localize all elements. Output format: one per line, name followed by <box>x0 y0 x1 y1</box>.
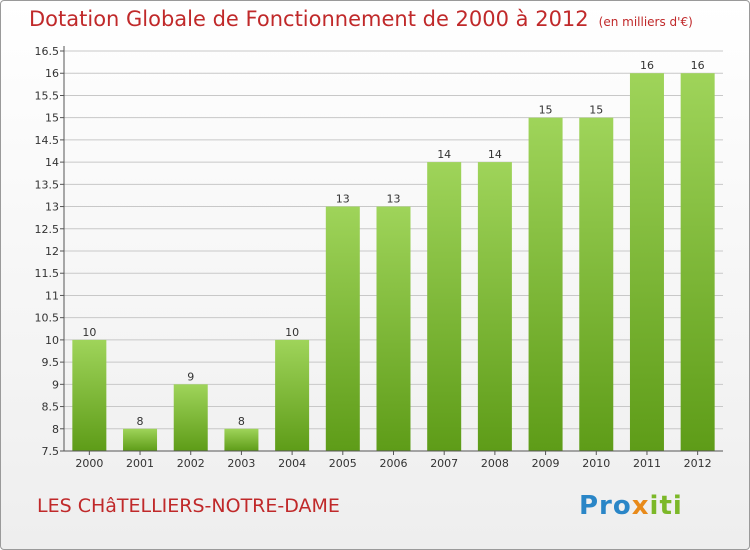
x-tick-label: 2008 <box>481 457 509 470</box>
bar-2010 <box>579 117 614 452</box>
data-label: 9 <box>187 370 194 383</box>
bar-2002 <box>173 384 208 451</box>
bar-2007 <box>427 162 462 451</box>
data-label: 14 <box>437 148 451 161</box>
bar-2000 <box>72 339 107 451</box>
bar-2001 <box>123 428 158 451</box>
bar-2004 <box>275 339 310 451</box>
bar-2005 <box>325 206 360 451</box>
data-label: 15 <box>539 104 553 117</box>
data-label: 8 <box>137 415 144 428</box>
data-label: 10 <box>285 326 299 339</box>
y-tick-label: 9.5 <box>42 356 60 369</box>
y-tick-label: 13.5 <box>35 178 60 191</box>
y-tick-label: 7.5 <box>42 445 60 458</box>
y-tick-label: 12.5 <box>35 223 60 236</box>
bar-2008 <box>477 162 512 451</box>
data-label: 16 <box>640 59 654 72</box>
y-tick-label: 14.5 <box>35 134 60 147</box>
proxiti-logo: Proxiti <box>579 491 683 521</box>
y-tick-label: 14 <box>45 156 59 169</box>
x-tick-label: 2012 <box>684 457 712 470</box>
y-tick-label: 9 <box>52 378 59 391</box>
data-label: 16 <box>691 59 705 72</box>
x-tick-label: 2000 <box>75 457 103 470</box>
x-tick-label: 2001 <box>126 457 154 470</box>
y-tick-label: 15 <box>45 112 59 125</box>
bar-2011 <box>629 73 664 451</box>
y-tick-label: 8 <box>52 423 59 436</box>
chart-subtitle: (en milliers d'€) <box>598 15 693 29</box>
y-tick-label: 11.5 <box>35 267 60 280</box>
x-tick-label: 2010 <box>582 457 610 470</box>
data-label: 10 <box>82 326 96 339</box>
bar-2006 <box>376 206 411 451</box>
bar-2009 <box>528 117 563 452</box>
x-tick-label: 2004 <box>278 457 306 470</box>
data-label: 13 <box>387 193 401 206</box>
bar-2012 <box>680 73 715 451</box>
x-tick-label: 2009 <box>532 457 560 470</box>
data-label: 13 <box>336 193 350 206</box>
y-tick-label: 15.5 <box>35 89 60 102</box>
x-tick-label: 2006 <box>380 457 408 470</box>
y-tick-label: 12 <box>45 245 59 258</box>
y-tick-label: 11 <box>45 289 59 302</box>
x-tick-label: 2005 <box>329 457 357 470</box>
y-tick-label: 13 <box>45 201 59 214</box>
data-label: 8 <box>238 415 245 428</box>
x-tick-label: 2007 <box>430 457 458 470</box>
x-tick-label: 2011 <box>633 457 661 470</box>
data-label: 14 <box>488 148 502 161</box>
bar-chart: 10 8 9 8 10 13 13 14 14 15 15 16 16 7.5 8 8.5 9 9.5 10 10.… <box>35 45 723 470</box>
chart-title: Dotation Globale de Fonctionnement de 20… <box>29 7 693 31</box>
y-tick-label: 16.5 <box>35 45 60 58</box>
data-label: 15 <box>589 104 603 117</box>
y-tick-label: 16 <box>45 67 59 80</box>
x-tick-label: 2003 <box>227 457 255 470</box>
y-tick-label: 10.5 <box>35 312 60 325</box>
bar-2003 <box>224 428 259 451</box>
title-text: Dotation Globale de Fonctionnement de 20… <box>29 7 589 31</box>
x-tick-label: 2002 <box>177 457 205 470</box>
y-tick-label: 8.5 <box>42 401 60 414</box>
city-name: LES CHâTELLIERS-NOTRE-DAME <box>37 495 340 517</box>
y-tick-label: 10 <box>45 334 59 347</box>
